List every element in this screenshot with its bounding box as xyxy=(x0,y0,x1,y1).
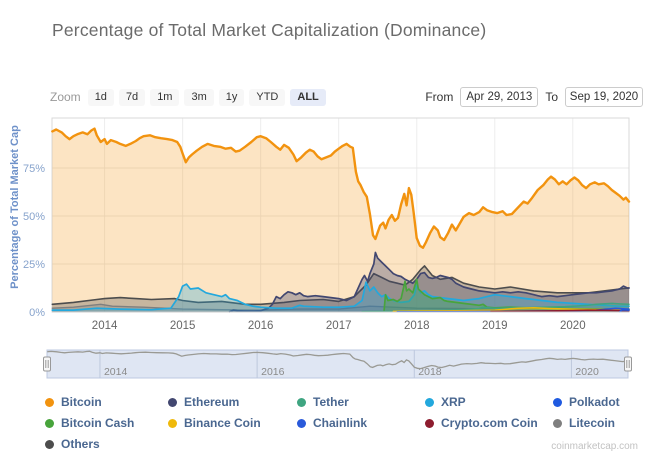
legend-label: Ethereum xyxy=(184,395,240,409)
legend-dot-polkadot xyxy=(553,397,562,407)
legend-dot-tether xyxy=(297,397,306,407)
main-chart: 0% 25% 50% 75% 2014 2015 2016 2017 2018 2019 2020 xyxy=(23,117,631,332)
legend-item-chainlink[interactable]: Chainlink xyxy=(297,413,425,433)
legend-dot-xrp xyxy=(425,397,434,407)
x-tick-label: 2014 xyxy=(92,320,118,332)
zoom-button-group: 1d 7d 1m 3m 1y YTD ALL xyxy=(87,88,326,106)
zoom-button-1m[interactable]: 1m xyxy=(150,88,180,106)
legend-item-litecoin[interactable]: Litecoin xyxy=(553,413,641,433)
x-tick-label: 2015 xyxy=(170,320,196,332)
legend-label: Litecoin xyxy=(569,416,616,430)
y-tick-label: 75% xyxy=(23,163,45,175)
legend-label: Bitcoin xyxy=(61,395,102,409)
legend-dot-binance-coin xyxy=(168,418,177,428)
chart-legend: Bitcoin Ethereum Tether XRP Polkadot Bitcoin … xyxy=(45,392,641,454)
navigator-handle-right[interactable] xyxy=(624,356,632,372)
navigator-tick-label: 2018 xyxy=(418,366,442,378)
series-line-xrp xyxy=(51,281,630,311)
zoom-button-1y[interactable]: 1y xyxy=(218,88,245,106)
navigator-trace xyxy=(47,350,629,370)
legend-dot-bitcoin-cash xyxy=(45,418,54,428)
navigator-tick-label: 2016 xyxy=(261,366,285,378)
legend-label: Tether xyxy=(313,395,349,409)
to-date-input[interactable] xyxy=(565,87,643,107)
zoom-button-all[interactable]: ALL xyxy=(290,88,326,106)
legend-item-binance-coin[interactable]: Binance Coin xyxy=(168,413,297,433)
legend-item-others[interactable]: Others xyxy=(45,434,168,454)
legend-label: Chainlink xyxy=(313,416,368,430)
y-tick-label: 0% xyxy=(29,307,45,319)
date-range-group: From To xyxy=(425,87,643,107)
x-tick-label: 2016 xyxy=(248,320,274,332)
legend-label: Polkadot xyxy=(569,395,620,409)
zoom-button-3m[interactable]: 3m xyxy=(184,88,214,106)
series-area-bitcoin-cash xyxy=(384,279,629,312)
chart-title: Percentage of Total Market Capitalizatio… xyxy=(52,20,487,40)
x-tick-label: 2017 xyxy=(326,320,352,332)
from-label: From xyxy=(425,90,454,104)
legend-label: Others xyxy=(61,437,100,451)
series-line-others xyxy=(51,265,630,306)
navigator-tick-label: 2014 xyxy=(104,366,128,378)
navigator-tick-label: 2020 xyxy=(575,366,599,378)
x-tick-label: 2020 xyxy=(560,320,586,332)
y-tick-label: 50% xyxy=(23,211,45,223)
zoom-button-1d[interactable]: 1d xyxy=(87,88,114,106)
legend-dot-ethereum xyxy=(168,397,177,407)
legend-item-bitcoin-cash[interactable]: Bitcoin Cash xyxy=(45,413,168,433)
series-line-bitcoin xyxy=(51,127,631,249)
navigator[interactable]: 2014 2016 2018 2020 xyxy=(0,345,653,385)
legend-item-xrp[interactable]: XRP xyxy=(425,392,553,412)
legend-label: XRP xyxy=(441,395,466,409)
legend-label: Binance Coin xyxy=(184,416,261,430)
x-tick-label: 2019 xyxy=(482,320,508,332)
zoom-button-ytd[interactable]: YTD xyxy=(249,88,286,106)
legend-label: Bitcoin Cash xyxy=(61,416,135,430)
legend-dot-chainlink xyxy=(297,418,306,428)
legend-dot-crypto-com-coin xyxy=(425,418,434,428)
y-tick-label: 25% xyxy=(23,259,45,271)
series-line-ethereum xyxy=(228,251,630,313)
legend-item-tether[interactable]: Tether xyxy=(297,392,425,412)
navigator-handle-left[interactable] xyxy=(43,356,51,372)
zoom-button-7d[interactable]: 7d xyxy=(118,88,146,106)
zoom-label: Zoom xyxy=(50,90,81,104)
series-area-bitcoin xyxy=(52,128,630,312)
series-area-tether xyxy=(362,303,629,312)
series-line-polkadot xyxy=(618,308,630,313)
legend-dot-litecoin xyxy=(553,418,562,428)
legend-dot-others xyxy=(45,439,54,449)
legend-item-crypto-com-coin[interactable]: Crypto.com Coin xyxy=(425,413,553,433)
legend-item-ethereum[interactable]: Ethereum xyxy=(168,392,297,412)
legend-item-polkadot[interactable]: Polkadot xyxy=(553,392,641,412)
x-tick-label: 2018 xyxy=(404,320,430,332)
from-date-input[interactable] xyxy=(460,87,539,107)
legend-item-bitcoin[interactable]: Bitcoin xyxy=(45,392,168,412)
attribution-link: coinmarketcap.com xyxy=(551,441,638,452)
legend-label: Crypto.com Coin xyxy=(441,416,538,430)
to-label: To xyxy=(545,90,558,104)
series-line-crypto-com-coin xyxy=(490,309,630,313)
legend-dot-bitcoin xyxy=(45,397,54,407)
series-area-ethereum xyxy=(229,252,629,312)
series-area-others xyxy=(52,265,630,312)
